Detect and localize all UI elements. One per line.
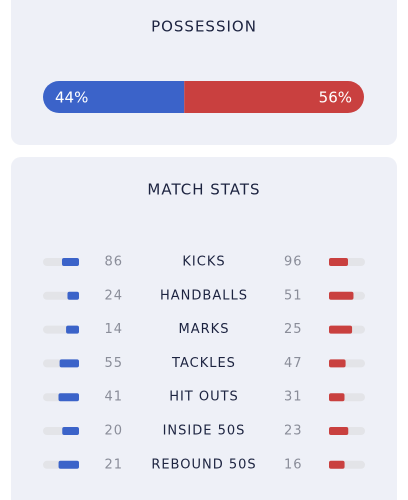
stats-card — [11, 157, 397, 500]
home-bar — [58, 460, 79, 469]
possession-title: POSSESSION — [151, 18, 257, 36]
home-bar — [58, 393, 79, 402]
away-bar — [329, 393, 345, 402]
possession-away-label: 56% — [319, 89, 352, 107]
stat-name: HIT OUTS — [169, 390, 239, 405]
possession-away — [184, 81, 364, 113]
home-value: 14 — [104, 322, 123, 337]
away-value: 31 — [284, 390, 303, 405]
home-bar — [67, 291, 79, 300]
away-bar — [329, 460, 345, 469]
away-bar — [329, 325, 353, 334]
home-bar — [66, 325, 79, 334]
away-value: 51 — [284, 288, 303, 303]
stat-name: MARKS — [179, 322, 230, 337]
stat-name: INSIDE 50S — [163, 424, 246, 439]
away-value: 16 — [284, 457, 303, 472]
home-bar — [59, 359, 79, 368]
stat-name: HANDBALLS — [160, 288, 248, 303]
away-bar — [329, 427, 349, 435]
home-value: 55 — [104, 356, 123, 371]
home-value: 21 — [104, 457, 123, 472]
away-value: 23 — [284, 424, 303, 439]
possession-home-label: 44% — [55, 89, 88, 107]
home-value: 86 — [104, 255, 123, 270]
possession-bar — [43, 81, 364, 113]
home-value: 41 — [104, 390, 123, 405]
home-value: 20 — [104, 424, 123, 439]
home-value: 24 — [104, 288, 123, 303]
possession-home — [43, 81, 185, 113]
stat-name: KICKS — [182, 255, 225, 270]
away-bar — [329, 291, 354, 300]
home-bar — [61, 258, 79, 266]
stat-name: REBOUND 50S — [151, 457, 256, 472]
stats-title: MATCH STATS — [147, 181, 260, 199]
stat-name: TACKLES — [171, 356, 236, 371]
away-bar — [329, 359, 346, 368]
away-value: 96 — [284, 255, 303, 270]
away-bar — [329, 258, 348, 266]
away-value: 47 — [284, 356, 303, 371]
away-value: 25 — [284, 322, 303, 337]
home-bar — [62, 427, 79, 435]
